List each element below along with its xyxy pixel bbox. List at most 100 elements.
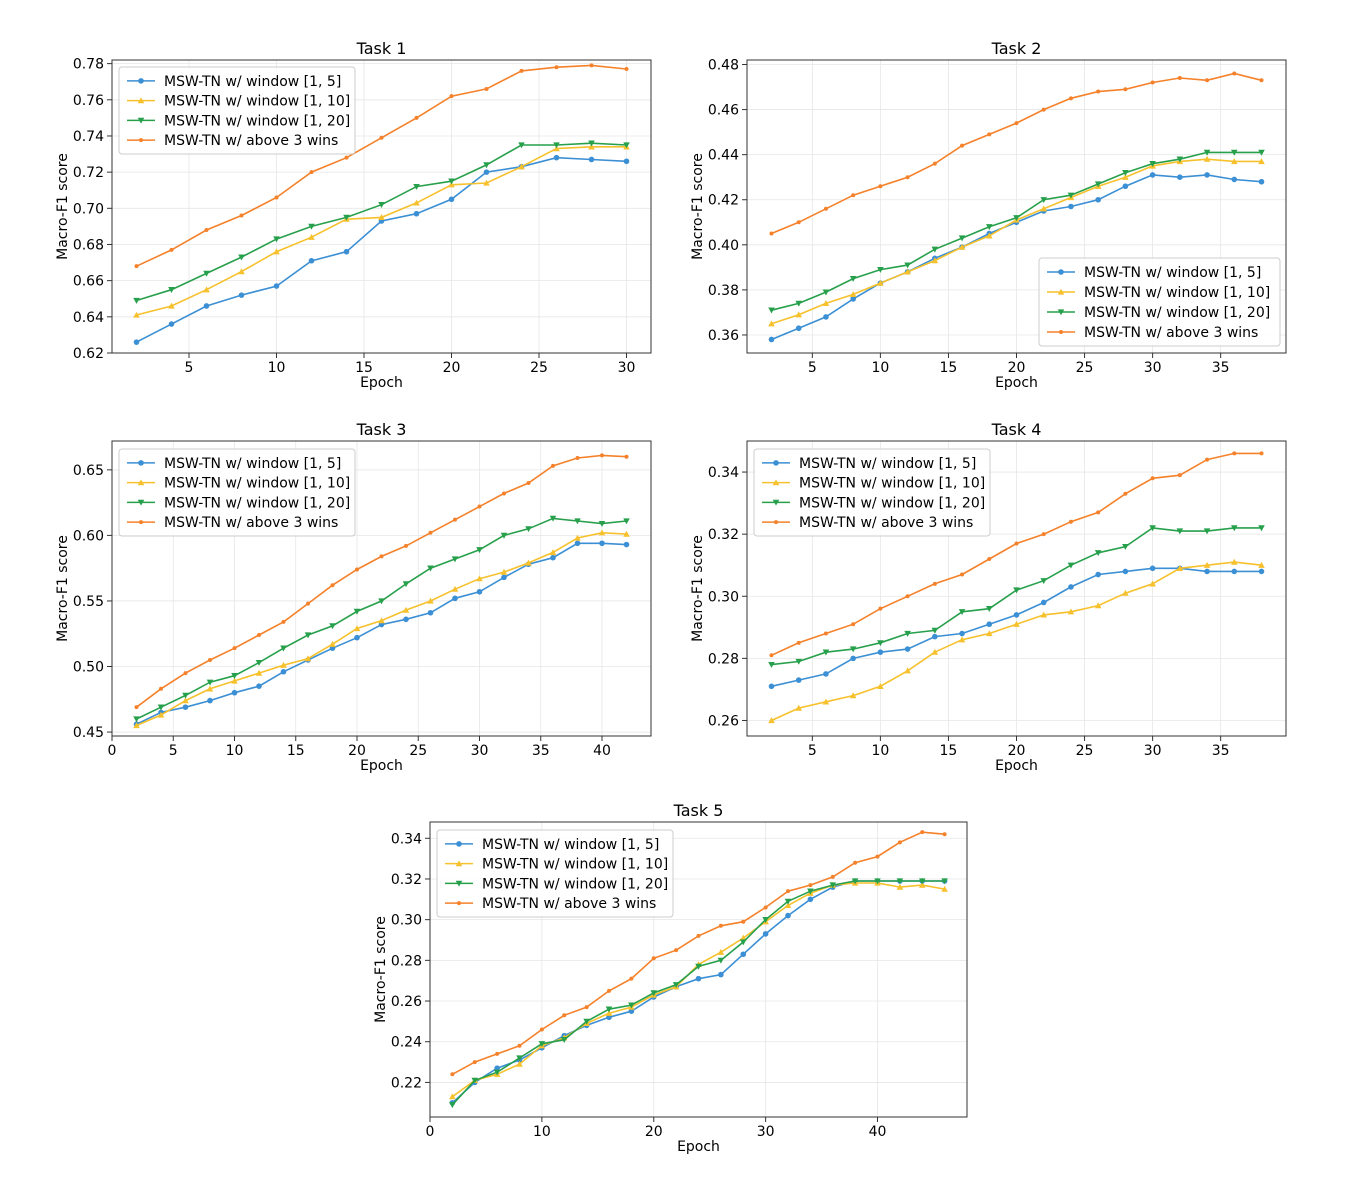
data-point	[208, 657, 212, 662]
series-line	[136, 531, 627, 727]
data-point	[378, 617, 385, 624]
data-point	[960, 572, 965, 577]
data-point	[739, 939, 747, 946]
x-axis-label: Epoch	[360, 758, 403, 774]
data-point	[493, 1069, 501, 1076]
data-point	[378, 214, 385, 220]
data-point	[931, 627, 939, 634]
chart-task-2: 5 10 15 20 25 30 35 0.36 0.38 0.40 0.42 0.44 0.46 0.4…	[690, 39, 1287, 391]
data-point	[958, 636, 966, 643]
data-point	[414, 115, 419, 120]
data-point	[517, 1043, 522, 1048]
data-point	[1230, 558, 1238, 565]
data-point	[519, 68, 524, 73]
y-tick-label: 0.46	[708, 103, 739, 119]
data-point	[1204, 172, 1210, 178]
data-point	[451, 556, 459, 563]
data-point	[1231, 568, 1238, 575]
data-point	[562, 1013, 567, 1018]
data-point	[280, 668, 287, 675]
data-point	[607, 988, 611, 993]
data-point	[849, 646, 857, 653]
data-point	[584, 1005, 589, 1010]
data-point	[589, 63, 594, 68]
x-tick-label: 15	[355, 360, 373, 376]
y-axis-label: Macro-F1 score	[55, 535, 71, 642]
series-4	[134, 63, 629, 269]
data-point	[1095, 571, 1101, 578]
data-point	[695, 975, 702, 982]
data-point	[1122, 183, 1129, 190]
data-point	[763, 905, 768, 910]
data-point	[304, 632, 312, 639]
data-point	[182, 704, 189, 710]
data-point	[796, 640, 801, 645]
data-point	[958, 235, 966, 242]
data-point	[795, 300, 803, 307]
x-tick-label: 30	[471, 743, 489, 759]
data-point	[877, 266, 884, 273]
y-tick-label: 0.34	[391, 831, 422, 847]
data-point	[238, 254, 245, 261]
legend: MSW-TN w/ window [1, 5] MSW-TN w/ window …	[118, 66, 356, 155]
y-axis-label: Macro-F1 score	[55, 153, 71, 260]
y-tick-label: 0.44	[708, 148, 739, 164]
legend-marker	[455, 880, 463, 887]
x-tick-label: 30	[1144, 743, 1162, 759]
data-point	[203, 270, 210, 277]
data-point	[1258, 561, 1265, 568]
data-point	[623, 530, 630, 537]
x-tick-label: 30	[1144, 360, 1162, 376]
legend-marker	[1057, 288, 1065, 295]
series-line	[136, 542, 627, 725]
data-point	[740, 951, 747, 958]
data-point	[448, 196, 455, 203]
data-point	[795, 677, 802, 683]
x-tick-label: 30	[757, 1124, 775, 1140]
data-point	[851, 193, 856, 198]
data-point	[353, 608, 361, 615]
x-tick-label: 25	[530, 360, 548, 376]
data-point	[784, 902, 792, 909]
data-point	[904, 268, 911, 275]
data-point	[808, 883, 813, 888]
data-point	[1040, 578, 1048, 585]
data-point	[280, 661, 287, 668]
data-point	[549, 515, 557, 522]
legend-label: MSW-TN w/ above 3 wins	[164, 515, 338, 531]
data-point	[343, 248, 350, 255]
data-point	[168, 321, 175, 327]
legend-marker	[774, 520, 778, 525]
data-point	[353, 625, 361, 632]
data-point	[1258, 158, 1265, 165]
data-point	[1149, 580, 1156, 587]
data-point	[717, 948, 725, 955]
data-point	[494, 1065, 500, 1071]
data-point	[628, 1008, 635, 1015]
data-point	[1096, 89, 1101, 94]
data-point	[538, 1041, 546, 1048]
data-point	[768, 320, 775, 327]
data-point	[575, 456, 580, 461]
series-3	[768, 149, 1265, 314]
legend: MSW-TN w/ window [1, 5] MSW-TN w/ window …	[118, 448, 356, 537]
y-tick-label: 0.26	[708, 713, 739, 729]
data-point	[768, 661, 775, 668]
x-tick-label: 20	[1008, 743, 1026, 759]
y-tick-label: 0.78	[73, 57, 104, 73]
y-tick-label: 0.30	[391, 913, 422, 929]
data-point	[1149, 565, 1156, 572]
data-point	[476, 588, 483, 595]
x-tick-label: 35	[1212, 360, 1230, 376]
data-point	[379, 135, 384, 140]
data-point	[239, 213, 244, 218]
x-tick-label: 30	[618, 360, 636, 376]
data-point	[807, 888, 814, 895]
data-point	[904, 630, 911, 637]
data-point	[204, 228, 209, 233]
x-tick-label: 20	[645, 1124, 663, 1140]
data-point	[169, 247, 174, 252]
data-point	[168, 302, 175, 309]
data-point	[600, 453, 604, 458]
data-point	[1122, 589, 1129, 596]
